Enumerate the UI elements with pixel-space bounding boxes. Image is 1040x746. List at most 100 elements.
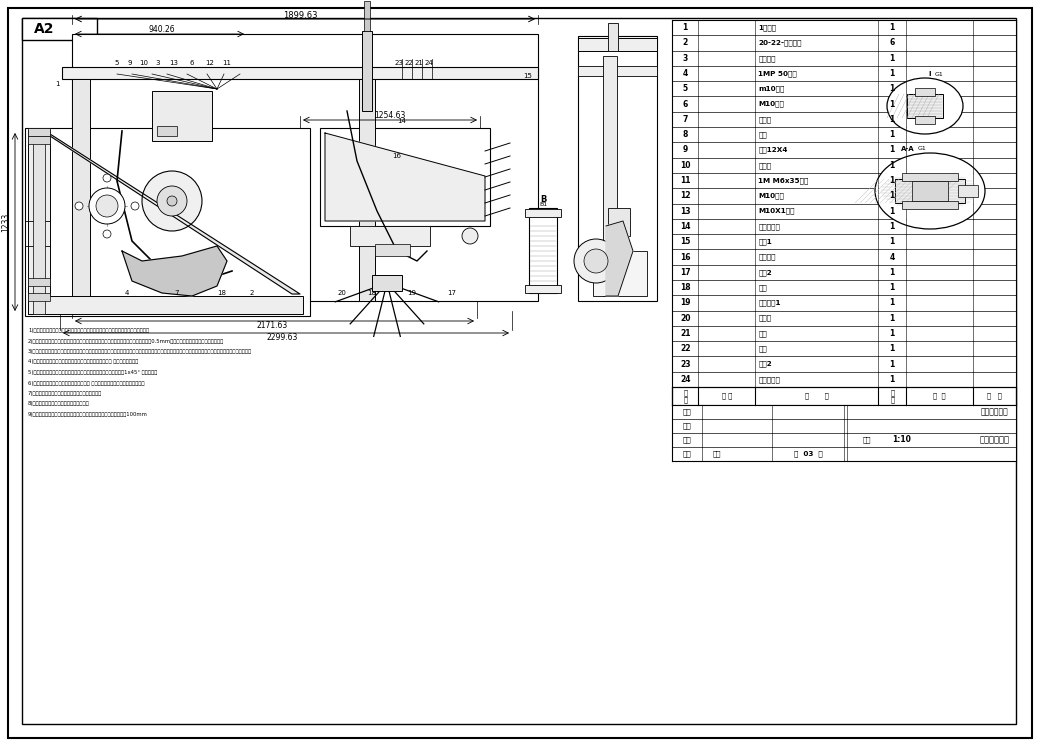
Bar — [578, 38, 657, 51]
Bar — [608, 208, 630, 236]
Text: B: B — [540, 195, 546, 204]
Bar — [525, 285, 561, 293]
Text: I: I — [929, 71, 931, 77]
Bar — [672, 234, 1016, 249]
Bar — [672, 173, 1016, 188]
Ellipse shape — [875, 153, 985, 229]
Polygon shape — [606, 221, 633, 296]
Bar — [902, 173, 958, 181]
Text: 短管2: 短管2 — [758, 361, 772, 367]
Bar — [28, 128, 50, 136]
Text: 4: 4 — [889, 252, 894, 262]
Bar — [895, 179, 965, 203]
Text: 短管: 短管 — [758, 330, 766, 336]
Text: 8: 8 — [682, 131, 687, 140]
Text: 1: 1 — [889, 54, 894, 63]
Text: 举刀支架1: 举刀支架1 — [758, 300, 781, 306]
Bar — [152, 91, 212, 141]
Text: B1: B1 — [539, 202, 547, 207]
Text: G1: G1 — [917, 146, 927, 151]
Text: 5: 5 — [114, 60, 120, 66]
Polygon shape — [50, 134, 300, 294]
Text: 1: 1 — [889, 207, 894, 216]
Bar — [672, 249, 1016, 265]
Text: 22: 22 — [405, 60, 413, 66]
Circle shape — [75, 202, 83, 210]
Text: 1: 1 — [889, 131, 894, 140]
Text: 23: 23 — [680, 360, 691, 369]
Text: 1: 1 — [889, 374, 894, 384]
Text: 940.26: 940.26 — [149, 25, 176, 34]
Text: 链片12X4: 链片12X4 — [758, 147, 787, 153]
Bar — [672, 405, 1016, 419]
Text: 5: 5 — [682, 84, 687, 93]
Text: 8)整机安装与工作精度应符合相应的标准。: 8)整机安装与工作精度应符合相应的标准。 — [28, 401, 89, 407]
Bar — [72, 79, 90, 301]
Text: 1M M6x35圆柱: 1M M6x35圆柱 — [758, 178, 808, 184]
Text: 原片: 原片 — [758, 131, 766, 138]
Bar — [608, 23, 618, 51]
Bar — [672, 81, 1016, 96]
Text: 1: 1 — [889, 313, 894, 323]
Bar — [915, 88, 935, 96]
Text: 9: 9 — [128, 60, 132, 66]
Text: 12: 12 — [680, 192, 691, 201]
Bar — [958, 185, 978, 197]
Circle shape — [131, 202, 139, 210]
Bar — [672, 96, 1016, 112]
Text: 15: 15 — [523, 73, 532, 79]
Bar — [350, 226, 430, 246]
Text: 3: 3 — [156, 60, 160, 66]
Ellipse shape — [887, 78, 963, 134]
Text: 盖板: 盖板 — [758, 345, 766, 352]
Bar — [603, 56, 617, 296]
Text: 7)设备重量对支撑链支架安装方向不小于正中中心。: 7)设备重量对支撑链支架安装方向不小于正中中心。 — [28, 391, 102, 396]
Text: 1: 1 — [889, 84, 894, 93]
Text: M10垫片: M10垫片 — [758, 192, 784, 199]
Text: M10X1螺母: M10X1螺母 — [758, 208, 795, 214]
Text: 12: 12 — [206, 60, 214, 66]
Text: 10: 10 — [139, 60, 149, 66]
Bar — [672, 357, 1016, 372]
Text: 校核: 校核 — [682, 423, 692, 429]
Circle shape — [103, 230, 111, 238]
Bar — [578, 36, 657, 301]
Bar — [593, 251, 647, 296]
Text: 1)锐边倒角，毛刺、去除未注明圆角前的毛刺倒角后目视检查，应无毛刺及锐边存在。: 1)锐边倒角，毛刺、去除未注明圆角前的毛刺倒角后目视检查，应无毛刺及锐边存在。 — [28, 328, 149, 333]
Text: 24: 24 — [680, 374, 691, 384]
Bar — [672, 295, 1016, 310]
Text: 18: 18 — [367, 290, 376, 296]
Text: 10: 10 — [680, 161, 691, 170]
Text: 15: 15 — [680, 237, 691, 246]
Bar — [672, 51, 1016, 66]
Bar — [907, 94, 943, 118]
Text: 3: 3 — [682, 54, 687, 63]
Text: 7: 7 — [682, 115, 687, 124]
Bar — [28, 293, 50, 301]
Text: 审核: 审核 — [682, 436, 692, 443]
Text: 1盖部件: 1盖部件 — [758, 25, 776, 31]
Text: 1: 1 — [889, 23, 894, 32]
Text: 名       称: 名 称 — [805, 392, 829, 399]
Text: 6: 6 — [682, 100, 687, 109]
Text: 1: 1 — [889, 176, 894, 185]
Text: 1899.63: 1899.63 — [283, 10, 317, 19]
Bar — [672, 447, 1016, 461]
Text: 1: 1 — [889, 100, 894, 109]
Circle shape — [462, 228, 478, 244]
Text: 材  料: 材 料 — [933, 392, 945, 399]
Text: 19: 19 — [408, 290, 416, 296]
Text: M10垫片: M10垫片 — [758, 101, 784, 107]
Bar — [372, 275, 402, 291]
Text: 比例: 比例 — [863, 436, 872, 443]
Text: 伸缩折弯轴: 伸缩折弯轴 — [758, 223, 780, 230]
Text: 17: 17 — [447, 290, 457, 296]
Bar — [28, 278, 50, 286]
Text: 1: 1 — [889, 329, 894, 338]
Bar — [672, 387, 1016, 405]
Text: 1: 1 — [889, 360, 894, 369]
Bar — [915, 116, 935, 124]
Polygon shape — [122, 246, 227, 296]
Bar — [672, 341, 1016, 357]
Text: 1: 1 — [889, 283, 894, 292]
